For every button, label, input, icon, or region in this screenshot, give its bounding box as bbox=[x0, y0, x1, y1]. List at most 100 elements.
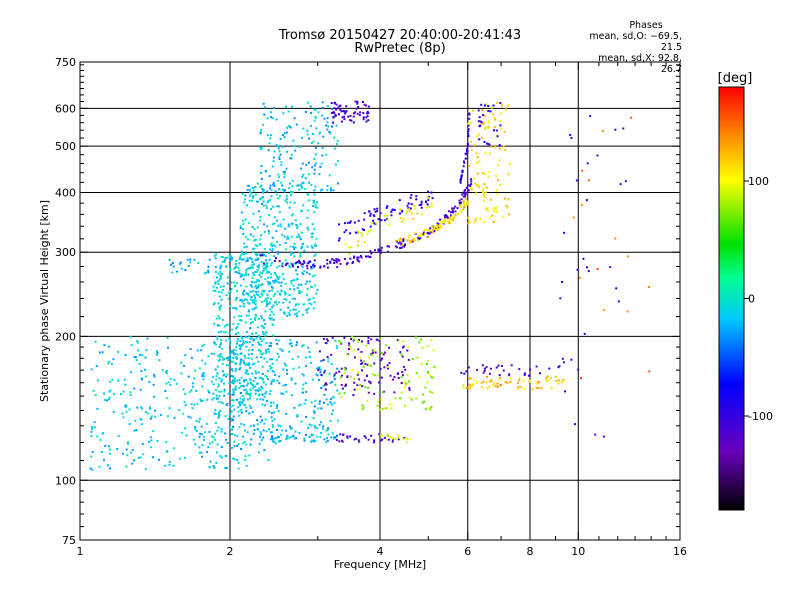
data-point bbox=[312, 263, 315, 266]
data-point bbox=[325, 429, 328, 432]
data-point bbox=[520, 385, 523, 388]
data-point bbox=[290, 342, 293, 345]
data-point bbox=[467, 366, 470, 369]
data-point bbox=[339, 104, 342, 107]
data-point bbox=[256, 419, 259, 422]
data-point bbox=[302, 181, 305, 184]
data-point bbox=[200, 400, 203, 402]
data-point bbox=[240, 345, 242, 348]
data-point bbox=[363, 218, 366, 221]
data-point bbox=[312, 417, 315, 420]
data-point bbox=[368, 256, 371, 258]
data-point bbox=[614, 128, 617, 131]
data-point bbox=[563, 231, 566, 234]
data-point bbox=[315, 237, 318, 240]
data-point bbox=[361, 408, 364, 411]
data-point bbox=[462, 165, 465, 168]
data-point bbox=[370, 434, 373, 437]
data-point bbox=[487, 143, 490, 145]
data-point bbox=[234, 388, 237, 391]
data-point bbox=[338, 237, 341, 240]
data-point bbox=[414, 232, 417, 235]
data-point bbox=[293, 201, 296, 204]
data-point bbox=[261, 403, 264, 406]
data-point bbox=[283, 312, 286, 315]
data-point bbox=[265, 263, 268, 266]
data-point bbox=[323, 401, 325, 404]
data-point bbox=[197, 262, 200, 264]
data-point bbox=[245, 272, 247, 275]
data-point bbox=[270, 358, 273, 361]
data-point bbox=[245, 331, 248, 334]
data-point bbox=[259, 337, 262, 340]
data-point bbox=[492, 113, 494, 116]
data-point bbox=[253, 317, 256, 320]
data-point bbox=[255, 332, 258, 335]
data-point bbox=[426, 344, 429, 347]
data-point bbox=[266, 261, 269, 264]
data-point bbox=[262, 352, 265, 355]
data-point bbox=[237, 410, 240, 413]
data-point bbox=[145, 349, 148, 352]
data-point bbox=[431, 226, 434, 229]
data-point bbox=[424, 408, 427, 411]
data-point bbox=[230, 410, 233, 413]
data-point bbox=[431, 197, 434, 200]
data-point bbox=[412, 237, 415, 240]
data-point bbox=[167, 415, 170, 418]
data-point bbox=[255, 315, 258, 317]
data-point bbox=[413, 207, 416, 210]
data-point bbox=[427, 196, 430, 199]
data-point bbox=[319, 421, 322, 424]
data-point bbox=[289, 339, 292, 341]
data-point bbox=[473, 144, 476, 147]
data-point bbox=[203, 343, 206, 346]
data-point bbox=[202, 438, 205, 441]
data-point bbox=[290, 214, 293, 217]
data-point bbox=[247, 221, 250, 224]
data-point bbox=[210, 352, 213, 355]
data-point bbox=[186, 258, 189, 261]
data-point bbox=[124, 406, 127, 409]
data-point bbox=[270, 405, 273, 408]
data-point bbox=[495, 206, 498, 209]
data-point bbox=[335, 108, 338, 111]
data-point bbox=[276, 290, 279, 293]
data-point bbox=[257, 341, 259, 344]
data-point bbox=[539, 372, 541, 375]
data-point bbox=[308, 137, 311, 140]
data-point bbox=[288, 265, 291, 267]
data-point bbox=[266, 190, 269, 193]
data-point bbox=[232, 281, 235, 284]
data-point bbox=[258, 243, 261, 246]
data-point bbox=[278, 188, 281, 191]
data-point bbox=[460, 175, 463, 178]
data-point bbox=[233, 377, 236, 380]
data-point bbox=[451, 209, 454, 212]
data-point bbox=[251, 411, 254, 413]
data-point bbox=[184, 393, 187, 396]
data-point bbox=[338, 239, 340, 242]
data-point bbox=[555, 379, 558, 382]
data-point bbox=[335, 371, 338, 374]
data-point bbox=[137, 349, 140, 352]
data-point bbox=[161, 369, 164, 372]
legend-heading: Phases bbox=[629, 20, 663, 31]
data-point bbox=[314, 108, 317, 111]
data-point bbox=[463, 205, 466, 208]
data-point bbox=[226, 323, 229, 326]
data-point bbox=[379, 252, 382, 255]
data-point bbox=[127, 442, 130, 445]
data-point bbox=[260, 275, 263, 278]
data-point bbox=[499, 377, 502, 379]
data-point bbox=[366, 363, 369, 366]
data-point bbox=[426, 381, 429, 384]
data-point bbox=[463, 372, 466, 375]
data-point bbox=[481, 172, 484, 175]
data-point bbox=[250, 438, 253, 441]
data-point bbox=[246, 431, 249, 434]
data-point bbox=[498, 147, 501, 150]
data-point bbox=[242, 222, 245, 225]
data-point bbox=[333, 147, 336, 150]
data-point bbox=[252, 424, 255, 427]
